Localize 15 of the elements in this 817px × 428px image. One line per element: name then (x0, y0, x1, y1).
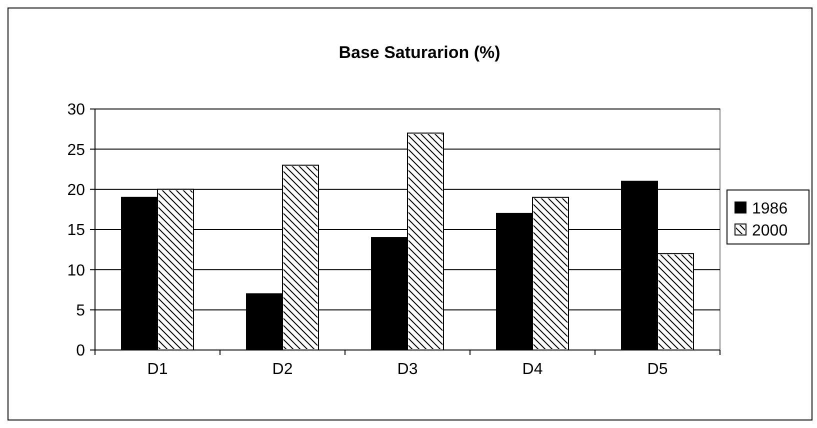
y-tick-label: 20 (67, 182, 86, 199)
x-tick-label: D2 (272, 361, 293, 378)
y-tick-label: 10 (67, 262, 86, 280)
y-tick-label: 0 (76, 342, 86, 360)
x-tick-label: D4 (522, 361, 543, 378)
x-tick-label: D5 (647, 361, 668, 378)
y-tick-label: 30 (67, 102, 86, 119)
y-tick-label: 25 (67, 142, 86, 159)
legend-label: 1986 (752, 200, 788, 218)
y-tick-label: 5 (76, 302, 86, 320)
chart-title: Base Saturarion (%) (338, 43, 500, 62)
x-tick-label: D3 (397, 361, 418, 378)
legend-label: 2000 (752, 222, 788, 240)
y-tick-label: 15 (67, 222, 86, 240)
x-tick-label: D1 (147, 361, 168, 378)
